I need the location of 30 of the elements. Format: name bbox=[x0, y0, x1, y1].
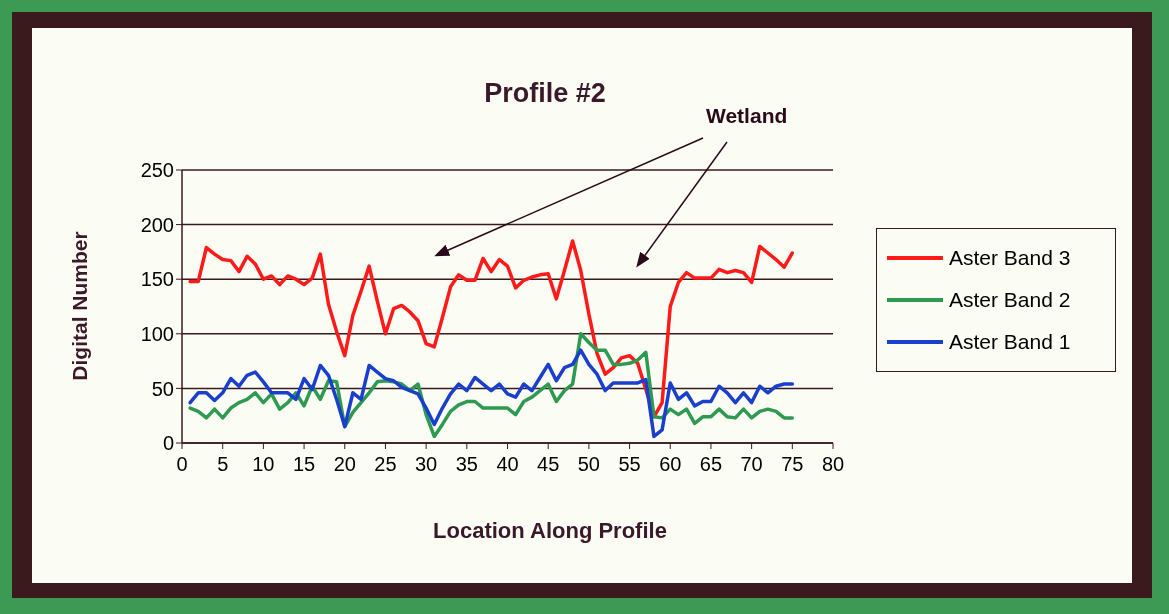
y-tick-label: 200 bbox=[140, 213, 174, 236]
chart-title: Profile #2 bbox=[484, 78, 606, 108]
x-tick-label: 55 bbox=[618, 453, 641, 476]
x-tick-label: 30 bbox=[415, 453, 438, 476]
legend-label: Aster Band 2 bbox=[949, 288, 1071, 312]
x-tick-label: 40 bbox=[496, 453, 519, 476]
x-axis-title: Location Along Profile bbox=[432, 518, 668, 544]
x-tick-label: 70 bbox=[740, 453, 763, 476]
x-tick-label: 5 bbox=[217, 453, 229, 476]
x-tick-label: 25 bbox=[374, 453, 397, 476]
x-tick-label: 35 bbox=[455, 453, 478, 476]
x-tick-label: 45 bbox=[537, 453, 560, 476]
x-tick-label: 75 bbox=[781, 453, 804, 476]
x-tick-label: 50 bbox=[577, 453, 600, 476]
y-tick-label: 100 bbox=[140, 322, 174, 345]
x-tick-label: 0 bbox=[176, 453, 188, 476]
x-tick-label: 80 bbox=[821, 453, 845, 476]
y-tick-label: 150 bbox=[140, 268, 174, 291]
legend-label: Aster Band 3 bbox=[949, 246, 1071, 270]
x-tick-label: 15 bbox=[292, 453, 316, 476]
x-tick-label: 60 bbox=[659, 453, 682, 476]
text: Wetland bbox=[706, 104, 788, 128]
y-tick-label: 0 bbox=[162, 432, 174, 455]
x-tick-label: 65 bbox=[699, 453, 723, 476]
x-tick-label: 10 bbox=[252, 453, 275, 476]
y-tick-label: 50 bbox=[151, 377, 174, 400]
x-tick-label: 20 bbox=[333, 453, 356, 476]
y-axis-title: Digital Number bbox=[68, 231, 92, 381]
legend-label: Aster Band 1 bbox=[949, 330, 1071, 354]
y-tick-label: 250 bbox=[140, 159, 174, 182]
